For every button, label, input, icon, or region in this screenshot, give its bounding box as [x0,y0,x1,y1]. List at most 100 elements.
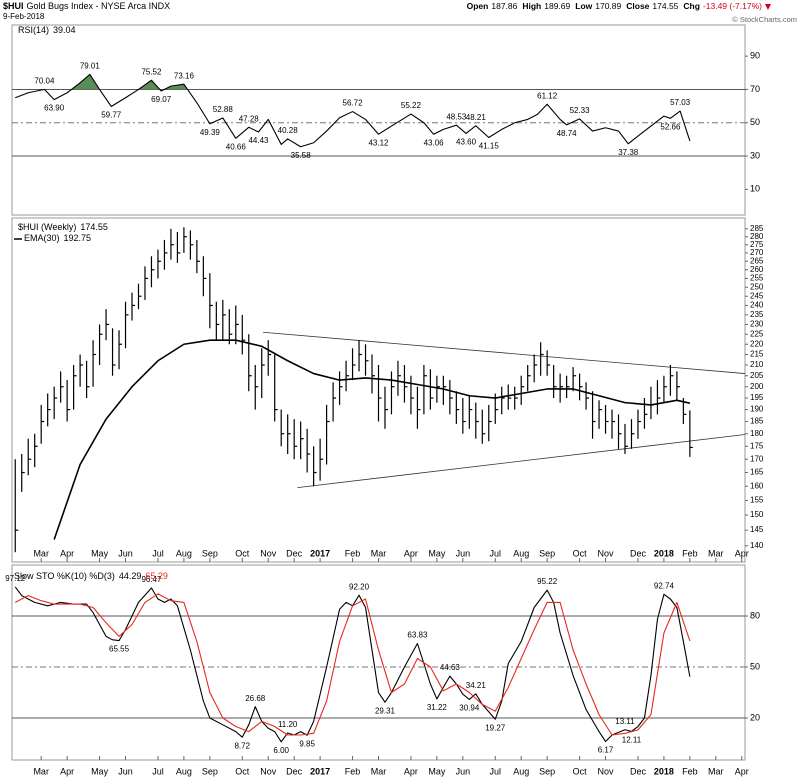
quote-value: 170.89 [595,1,621,11]
legend-name: EMA(30) [24,233,60,243]
data-label: 63.83 [407,631,428,640]
x-tick-label: Nov [598,548,615,558]
quote: Open 187.86 High 189.69 Low 170.89 Close 174.55… [467,1,763,11]
legend-value: 44.29 [119,571,142,581]
y-tick-label: 195 [750,393,764,402]
x-tick-label: Nov [598,766,615,776]
data-label: 13.11 [615,717,635,726]
x-tick-label: Mar [371,766,387,776]
x-tick-label: Dec [630,766,647,776]
data-label: 31.22 [427,703,448,712]
data-label: 40.28 [278,126,299,135]
data-label: 52.66 [660,122,681,131]
x-tick-label: Jun [118,766,133,776]
quote-label: Chg [683,1,700,11]
x-tick-label: Sep [539,766,555,776]
data-label: 63.90 [44,104,65,113]
data-label: 57.03 [670,98,691,107]
x-tick-label: Feb [682,766,698,776]
y-tick-label: 150 [750,510,764,519]
data-label: 47.28 [239,114,260,123]
legend-value: 65.29 [145,571,168,581]
data-label: 26.68 [245,694,266,703]
x-tick-label: Apr [735,548,749,558]
x-tick-label: 2018 [654,766,674,776]
data-label: 97.12 [5,574,26,583]
y-tick-label: 20 [750,712,760,722]
data-label: 44.43 [248,136,269,145]
legend-name: RSI(14) [18,25,49,35]
legend: EMA(30) 192.75 [24,233,91,243]
y-tick-label: 30 [750,150,760,160]
trendline [263,331,746,374]
x-tick-label: Apr [404,766,418,776]
data-label: 49.39 [200,128,221,137]
data-label: 12.11 [622,736,642,745]
x-tick-label: Mar [708,766,724,776]
y-tick-label: 250 [750,282,764,291]
x-tick-label: Feb [682,548,698,558]
x-tick-label: Oct [235,548,250,558]
indicator-line [14,586,691,743]
x-tick-label: Apr [735,766,749,776]
indicator-line [14,593,691,736]
quote-label: Low [575,1,592,11]
y-tick-label: 260 [750,265,764,274]
data-label: 55.22 [401,101,422,110]
x-tick-label: Sep [202,548,218,558]
index-name: Gold Bugs Index - NYSE Arca INDX [27,1,171,11]
trendline [297,434,746,489]
x-tick-label: Jul [152,548,164,558]
data-label: 11.20 [278,720,298,729]
data-label: 96.47 [141,575,162,584]
x-tick-label: Nov [260,766,277,776]
data-label: 29.31 [375,706,396,715]
x-tick-label: May [91,766,109,776]
y-tick-label: 140 [750,541,764,550]
x-tick-label: Jul [152,766,164,776]
y-tick-label: 200 [750,382,764,391]
y-tick-label: 165 [750,468,764,477]
data-label: 35.58 [291,151,312,160]
x-tick-label: Apr [60,766,74,776]
x-tick-label: Sep [539,548,555,558]
y-tick-label: 190 [750,405,764,414]
y-tick-label: 185 [750,417,764,426]
data-label: 59.77 [101,111,122,120]
y-tick-label: 50 [750,661,760,671]
data-label: 65.55 [109,645,130,654]
data-label: 43.06 [424,138,445,147]
down-arrow [765,4,771,10]
data-label: 44.63 [440,663,461,672]
data-label: 92.20 [349,582,370,591]
overbought-area [44,74,188,90]
legend-value: 39.04 [53,25,76,35]
panel-frame [11,24,746,216]
y-tick-label: 160 [750,481,764,490]
x-tick-label: Dec [286,766,303,776]
legend-value: 192.75 [64,233,92,243]
quote-label: High [522,1,541,11]
x-tick-label: Jul [490,766,502,776]
y-tick-label: 220 [750,339,764,348]
x-tick-label: Jun [456,766,471,776]
x-tick-label: Mar [33,766,49,776]
data-label: 79.01 [80,62,101,71]
data-label: 48.53 [446,112,467,121]
data-label: 6.17 [598,746,614,755]
data-label: 6.00 [273,746,289,755]
legend-name: Slow STO %K(10) %D(3) [14,571,115,581]
symbol: $HUI [3,1,24,11]
quote-change: -13.49 (-7.17%) [703,1,762,11]
data-label: 43.60 [456,138,477,147]
y-tick-label: 240 [750,301,764,310]
x-tick-label: Oct [573,548,588,558]
x-tick-label: Apr [60,548,74,558]
x-tick-label: Mar [371,548,387,558]
x-tick-label: Aug [176,548,192,558]
data-label: 52.88 [213,105,234,114]
data-label: 56.72 [343,99,364,108]
data-label: 69.07 [151,95,172,104]
legend: Slow STO %K(10) %D(3) 44.29 65.29 [14,571,168,581]
data-label: 70.04 [34,76,55,85]
